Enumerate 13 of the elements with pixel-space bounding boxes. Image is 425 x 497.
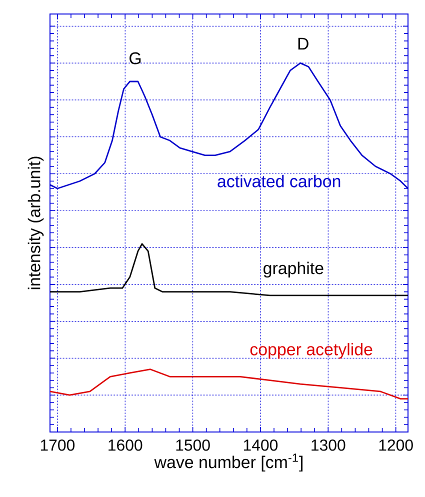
x-tick-label: 1600 [108, 440, 142, 451]
y-axis-title: intensity (arb.unit) [28, 156, 44, 290]
series-label: copper acetylide [250, 342, 372, 359]
x-tick-label: 1700 [40, 440, 75, 451]
annotation: D [298, 38, 308, 50]
x-tick-label: 1300 [312, 440, 346, 451]
series-label: activated carbon [218, 174, 340, 188]
x-axis-title: wave number [cm$^{-1}$] [154, 454, 302, 472]
x-tick-label: 1400 [244, 440, 278, 451]
series-label: graphite [264, 262, 324, 278]
x-tick-label: 1500 [176, 440, 210, 451]
x-tick-label: 1200 [379, 440, 413, 451]
annotation: G [130, 52, 141, 64]
